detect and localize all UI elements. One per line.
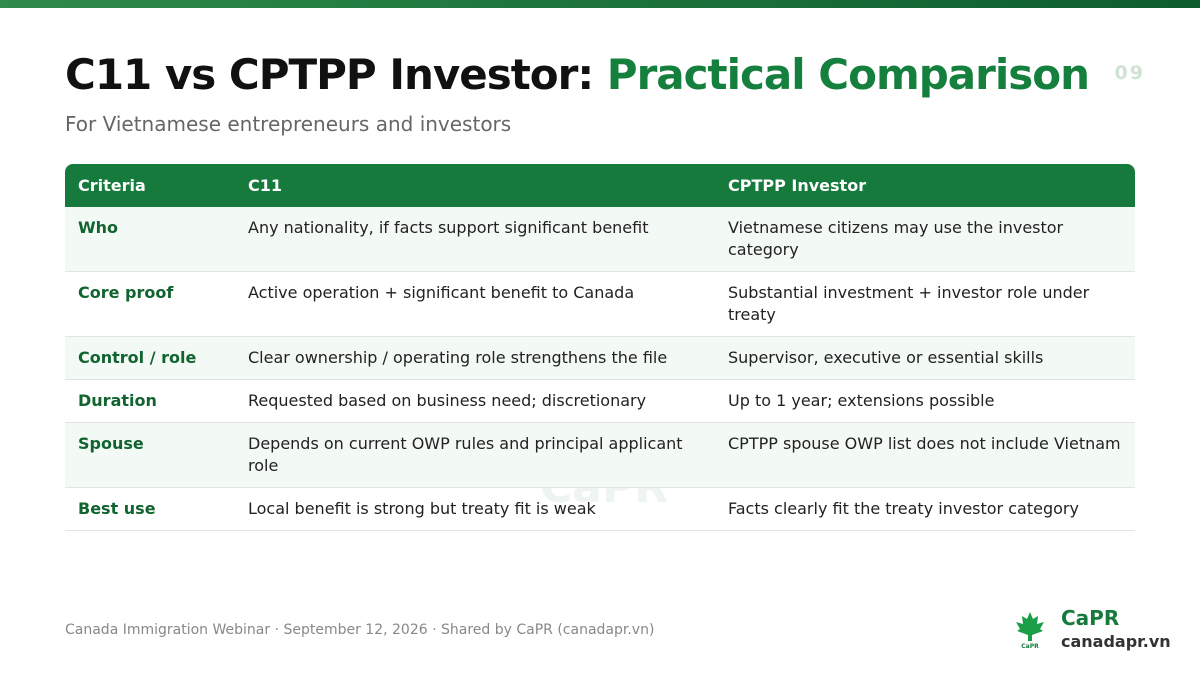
subtitle: For Vietnamese entrepreneurs and investo… xyxy=(65,112,512,136)
top-bar xyxy=(0,0,1200,8)
logo: CaPR xyxy=(1016,612,1044,650)
table-cell: Vietnamese citizens may use the investor… xyxy=(715,207,1135,272)
column-header: Criteria xyxy=(65,164,235,207)
table-row: Core proof Active operation + significant… xyxy=(65,271,1135,337)
column-header: C11 xyxy=(235,164,715,207)
table-cell: Any nationality, if facts support signif… xyxy=(235,207,715,272)
table-cell: Depends on current OWP rules and princip… xyxy=(235,422,715,488)
table-cell: Core proof xyxy=(65,271,235,337)
table-cell: Clear ownership / operating role strengt… xyxy=(235,336,715,380)
table-cell: Duration xyxy=(65,379,235,423)
table-cell: Supervisor, executive or essential skill… xyxy=(715,336,1135,380)
table-row: Best use Local benefit is strong but trea… xyxy=(65,487,1135,531)
comparison-table: Criteria C11 CPTPP Investor Who Any national… xyxy=(65,164,1135,531)
table-cell: Spouse xyxy=(65,422,235,488)
logo-caption: CaPR xyxy=(1021,643,1039,650)
title-accent: Practical Comparison xyxy=(606,50,1090,99)
table-cell: Who xyxy=(65,207,235,272)
table-row: Duration Requested based on business need… xyxy=(65,379,1135,423)
column-header: CPTPP Investor xyxy=(715,164,1135,207)
title: C11 vs CPTPP Investor: Practical Compari… xyxy=(65,50,1090,99)
table-cell: Facts clearly fit the treaty investor ca… xyxy=(715,487,1135,531)
table-cell: Active operation + significant benefit t… xyxy=(235,271,715,337)
table-cell: Requested based on business need; discre… xyxy=(235,379,715,423)
footer-note: Canada Immigration Webinar · September 1… xyxy=(65,622,655,638)
table-cell: Up to 1 year; extensions possible xyxy=(715,379,1135,423)
page-number: 09 xyxy=(1114,62,1145,84)
table-cell: Local benefit is strong but treaty fit i… xyxy=(235,487,715,531)
table-row: Control / role Clear ownership / operatin… xyxy=(65,336,1135,380)
table-row: Who Any nationality, if facts support sig… xyxy=(65,207,1135,272)
brand: CaPR xyxy=(1061,606,1120,630)
title-main: C11 vs CPTPP Investor: xyxy=(65,50,594,99)
table-cell: Best use xyxy=(65,487,235,531)
table-cell: Substantial investment + investor role u… xyxy=(715,271,1135,337)
table-cell: Control / role xyxy=(65,336,235,380)
table-cell: CPTPP spouse OWP list does not include V… xyxy=(715,422,1135,488)
table-row: Spouse Depends on current OWP rules and p… xyxy=(65,422,1135,488)
website: canadapr.vn xyxy=(1061,632,1171,651)
